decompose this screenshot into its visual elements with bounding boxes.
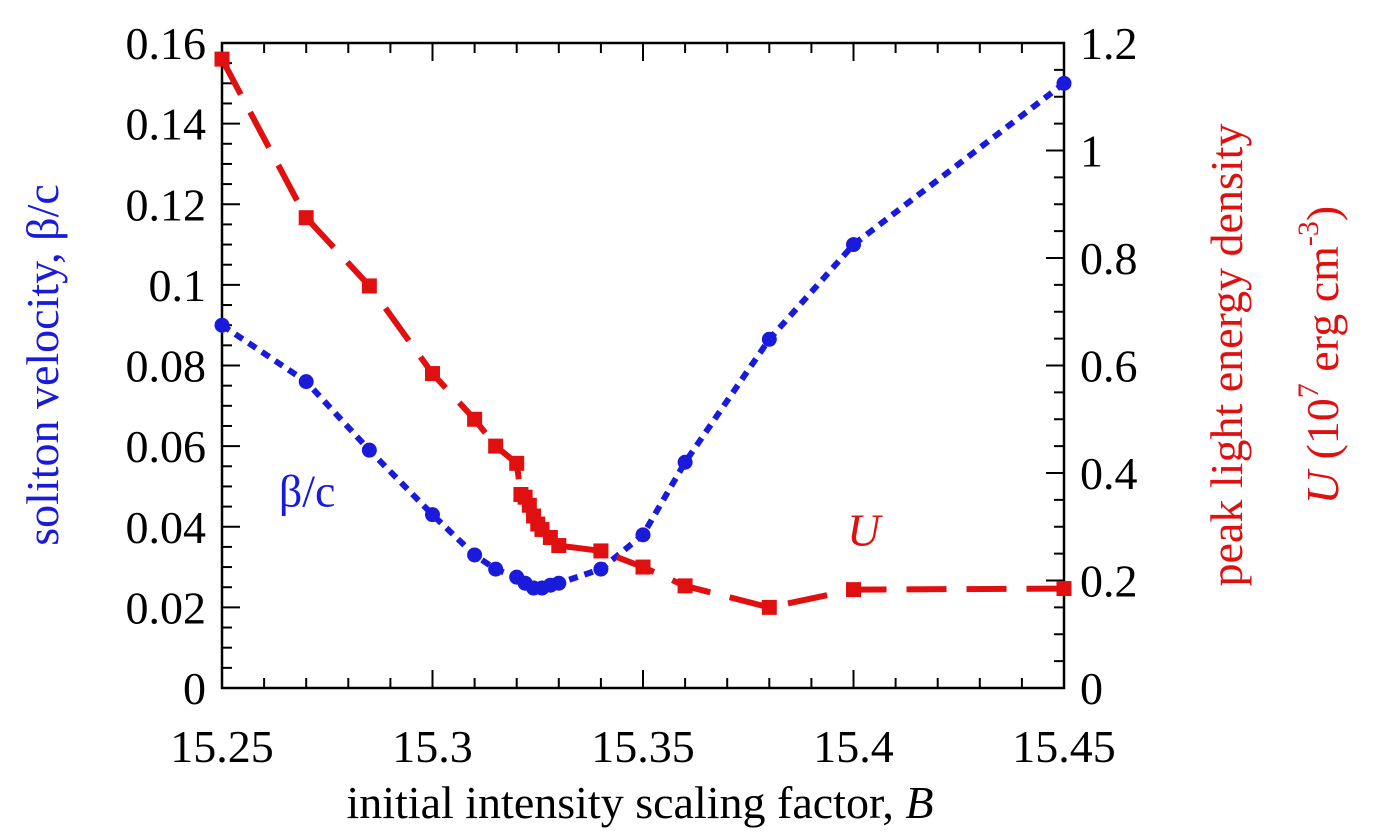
series-1-point [551, 538, 567, 554]
x-axis-title: initial intensity scaling factor, B [346, 777, 933, 828]
right-y-tick-label: 0.8 [1080, 233, 1138, 284]
series-0-point [467, 547, 483, 563]
left-y-tick-label: 0.16 [126, 18, 207, 69]
series-0-point [635, 527, 651, 543]
series-label-beta: β/c [279, 466, 336, 517]
right-axis-title-line1: peak light energy density [1201, 124, 1252, 587]
series-line-1 [219, 57, 1065, 611]
axis-tick-labels: 15.25 15.3 15.35 15.4 15.45 0 0.02 0.04 0.06 0.08… [126, 18, 1138, 772]
series-0-point [214, 317, 230, 333]
left-y-tick-label: 0.12 [126, 179, 207, 230]
series-1-point [677, 578, 693, 594]
series-0-point [761, 331, 777, 347]
series-1-point [635, 559, 651, 575]
series-label-u: U [847, 505, 883, 556]
series-1-point [1056, 581, 1072, 597]
series-0-point [361, 442, 377, 458]
right-y-tick-label: 0.4 [1080, 448, 1138, 499]
right-y-tick-label: 0 [1080, 663, 1103, 714]
series-1-point [467, 411, 483, 427]
series-0-point [425, 507, 440, 523]
series-1-point [488, 438, 504, 454]
right-y-tick-label: 0.2 [1080, 556, 1138, 607]
series-1-point [298, 210, 314, 226]
left-y-tick-label: 0.08 [126, 341, 207, 392]
series-1-point [425, 366, 440, 382]
x-tick-label: 15.4 [813, 721, 894, 772]
series-1-point [509, 455, 525, 471]
series-0-point [846, 237, 861, 253]
series-0-point [488, 561, 504, 577]
series-1-point [361, 278, 377, 294]
x-tick-label: 15.35 [591, 721, 695, 772]
series-markers [214, 51, 1072, 615]
series-0-point [551, 575, 567, 591]
series-1-point [214, 51, 230, 67]
left-y-tick-label: 0.14 [126, 99, 207, 150]
x-tick-label: 15.45 [1012, 721, 1116, 772]
right-y-tick-label: 0.6 [1080, 341, 1138, 392]
series-lines [219, 57, 1066, 611]
left-y-tick-label: 0.06 [126, 421, 207, 472]
series-0-point [593, 561, 609, 577]
series-1-point [761, 599, 777, 615]
series-0-point [298, 374, 314, 390]
left-y-tick-label: 0.1 [149, 260, 207, 311]
left-axis-title: soliton velocity, β/c [17, 184, 68, 546]
left-y-tick-label: 0 [183, 663, 206, 714]
series-0-point [677, 454, 693, 470]
right-axis-title-line2: U (107 erg cm-3) [1292, 206, 1348, 505]
right-y-tick-label: 1 [1080, 126, 1103, 177]
right-y-tick-label: 1.2 [1080, 18, 1138, 69]
series-1-point [593, 543, 609, 559]
series-0-point [1056, 75, 1072, 91]
series-1-point [846, 582, 861, 598]
x-tick-label: 15.25 [170, 721, 274, 772]
left-y-tick-label: 0.02 [126, 582, 207, 633]
x-tick-label: 15.3 [392, 721, 473, 772]
series-line-0 [220, 80, 1066, 591]
left-y-tick-label: 0.04 [126, 502, 207, 553]
